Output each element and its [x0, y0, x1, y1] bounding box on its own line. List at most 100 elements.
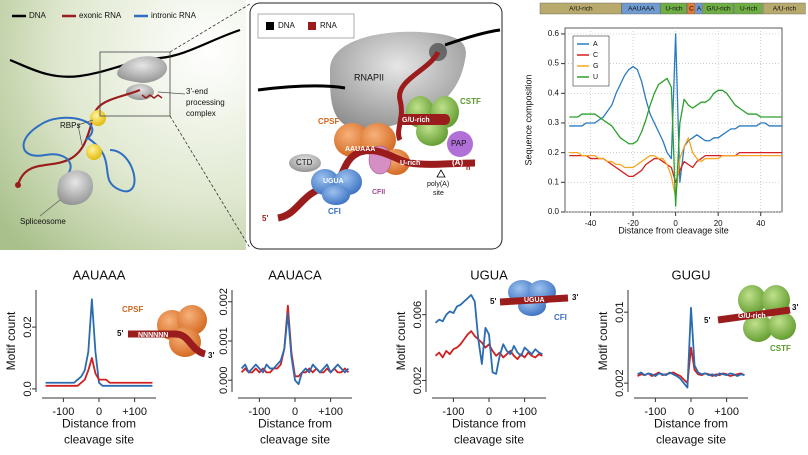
- region-label: A/U-rich: [569, 6, 593, 13]
- label: 3'-end: [186, 87, 208, 96]
- label: CFI: [328, 207, 341, 216]
- pointer: [77, 124, 83, 146]
- y-tick-label: 0.006: [412, 301, 424, 329]
- y-tick-label: 0.3: [548, 118, 560, 127]
- region-label: G/U-rich: [706, 6, 731, 13]
- label: CFII: [372, 189, 385, 196]
- x-tick-label: +100: [512, 406, 537, 418]
- label: 3': [792, 303, 798, 312]
- region-band: [621, 2, 661, 15]
- legend-label: RNA: [320, 21, 338, 30]
- label: NNNNNN: [138, 332, 168, 339]
- x-tick-label: 40: [756, 219, 765, 228]
- label: poly(A): [427, 181, 449, 188]
- series-line: [240, 312, 350, 386]
- y-axis-label: Motif count: [596, 311, 610, 370]
- label: 3': [572, 293, 578, 302]
- y-tick-label: 0.02: [22, 316, 34, 337]
- region-label: A/U-rich: [773, 6, 797, 13]
- legend-label: intronic RNA: [151, 11, 197, 20]
- label: n: [466, 165, 470, 172]
- series-line: [637, 346, 745, 385]
- x-tick-label: -100: [52, 406, 74, 418]
- legend-label: DNA: [278, 21, 296, 30]
- label: 5': [117, 329, 123, 338]
- cleavage-marker: [436, 169, 446, 178]
- y-tick-label: 0.0: [548, 207, 560, 216]
- polya-tail: [141, 94, 163, 99]
- y-axis-label: Motif count: [394, 311, 408, 370]
- label: CPSF: [122, 305, 143, 314]
- rbp: [90, 110, 106, 126]
- x-axis-label: Distance from: [62, 417, 136, 431]
- series-line: [569, 77, 782, 207]
- legend-label: U: [593, 74, 598, 81]
- rna: [717, 306, 791, 324]
- y-tick-label: 0.6: [548, 29, 560, 38]
- y-tick-label: 0.5: [548, 59, 560, 68]
- pointer: [77, 119, 94, 126]
- chart-title: AAUAAA: [73, 267, 126, 282]
- x-axis-label: Distance from cleavage site: [618, 226, 729, 236]
- legend-swatch: [266, 22, 274, 30]
- dna-strand: [444, 28, 501, 47]
- legend-label: DNA: [29, 11, 47, 20]
- label: processing: [186, 98, 225, 107]
- x-tick-label: 0: [673, 219, 678, 228]
- x-axis-label: Distance from: [452, 417, 526, 431]
- y-tick-label: 0.000: [218, 366, 230, 394]
- series-line: [45, 298, 153, 387]
- y-tick-label: 0.01: [614, 301, 626, 322]
- panel-b: DNA RNA RNAPII CTD CSTF CPSF CFII PAP G/…: [249, 2, 503, 250]
- zoom-line: [169, 115, 251, 249]
- panel-a: DNA exonic RNA intronic RNA RBPs Spliceo…: [0, 0, 251, 250]
- x-tick-label: 20: [714, 219, 723, 228]
- polymerase: [117, 56, 168, 83]
- region-label: U-rich: [740, 6, 758, 13]
- region-band: [687, 2, 696, 15]
- label: CSTF: [770, 344, 791, 353]
- y-tick-label: 0.002: [614, 369, 626, 397]
- dna-strand: [257, 84, 346, 92]
- label: 5': [490, 297, 496, 306]
- y-tick-label: 0.001: [218, 327, 230, 355]
- inset-cpsf: CPSF 5' NNNNNN 3': [117, 305, 214, 360]
- label: (A): [452, 158, 463, 167]
- label: CSTF: [460, 97, 481, 106]
- cstf-subunit: [743, 314, 773, 342]
- region-band: [734, 2, 763, 15]
- label: 3': [208, 351, 214, 360]
- region-band: [539, 2, 622, 15]
- x-tick-label: 0: [688, 406, 694, 418]
- x-axis-label: cleavage site: [454, 433, 524, 447]
- y-axis-label: Motif count: [4, 311, 18, 370]
- x-tick-label: -100: [442, 406, 464, 418]
- region-band: [695, 2, 703, 15]
- label: CPSF: [318, 117, 339, 126]
- x-axis-label: Distance from: [258, 417, 332, 431]
- x-tick-label: -100: [644, 406, 666, 418]
- inset-cfi: 5' UGUA 3' CFI: [490, 280, 578, 322]
- chart-title: GUGU: [672, 267, 711, 282]
- intronic-rna: [22, 116, 136, 193]
- pointer: [39, 199, 61, 217]
- complex: [126, 84, 154, 100]
- x-axis-label: cleavage site: [656, 433, 726, 447]
- pap-shape: [447, 131, 473, 157]
- x-tick-label: -100: [248, 406, 270, 418]
- ctd-shape: [289, 154, 321, 172]
- pointer: [157, 91, 186, 95]
- legend-swatch: [308, 22, 316, 30]
- series-line: [569, 33, 782, 183]
- x-tick-label: 0: [486, 406, 492, 418]
- gu-band: [398, 114, 450, 125]
- series-line: [637, 306, 745, 389]
- label: UGUA: [524, 297, 545, 304]
- cstf-subunit: [768, 312, 796, 340]
- zoom-line: [169, 3, 251, 53]
- legend-label: C: [593, 52, 598, 59]
- legend-label: A: [593, 41, 598, 48]
- region-label: C: [689, 6, 694, 13]
- x-axis-label: cleavage site: [64, 433, 134, 447]
